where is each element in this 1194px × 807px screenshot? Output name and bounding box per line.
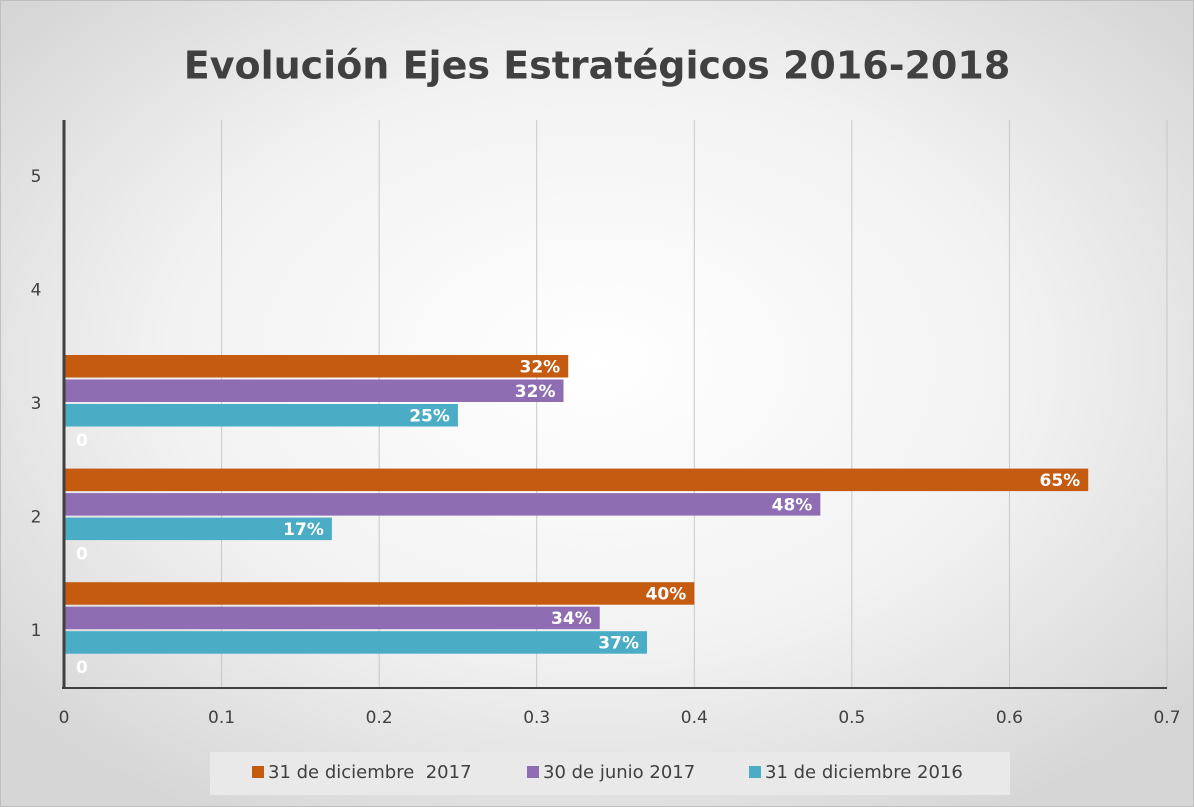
- legend-label: 30 de junio 2017: [543, 762, 695, 783]
- y-tick-label: 5: [31, 167, 42, 187]
- bar: [64, 468, 1089, 492]
- data-label: 25%: [409, 406, 450, 426]
- bar: [64, 631, 648, 654]
- legend-label: 31 de diciembre 2017: [268, 762, 472, 783]
- bar: [64, 355, 569, 378]
- y-tick-label: 3: [31, 394, 42, 414]
- data-label: 0: [76, 544, 88, 564]
- data-label: 48%: [772, 495, 813, 515]
- bar: [64, 493, 821, 516]
- data-label: 0: [76, 658, 88, 678]
- legend-swatch: [527, 766, 539, 778]
- x-tick-label: 0.7: [1153, 708, 1180, 728]
- x-tick-label: 0.2: [366, 708, 393, 728]
- legend-box: [210, 752, 1010, 795]
- x-tick-label: 0.4: [681, 708, 708, 728]
- chart-title: Evolución Ejes Estratégicos 2016-2018: [184, 44, 1011, 88]
- x-tick-label: 0: [59, 708, 70, 728]
- y-tick-label: 1: [31, 621, 42, 641]
- y-tick-label: 2: [31, 508, 42, 528]
- data-label: 65%: [1040, 471, 1081, 491]
- data-label: 32%: [515, 382, 556, 402]
- bar: [64, 606, 600, 630]
- x-tick-label: 0.3: [523, 708, 550, 728]
- legend-label: 31 de diciembre 2016: [765, 762, 963, 783]
- data-label: 32%: [520, 357, 561, 377]
- bar: [64, 582, 695, 605]
- bar: [64, 517, 332, 541]
- bar: [64, 404, 458, 427]
- data-label: 17%: [283, 520, 324, 540]
- data-label: 40%: [646, 584, 687, 604]
- data-label: 37%: [598, 633, 639, 653]
- y-tick-label: 4: [31, 280, 42, 300]
- data-label: 34%: [551, 609, 592, 629]
- x-tick-label: 0.1: [208, 708, 235, 728]
- x-tick-label: 0.6: [996, 708, 1023, 728]
- x-tick-label: 0.5: [838, 708, 865, 728]
- data-label: 0: [76, 431, 88, 451]
- bar: [64, 379, 564, 402]
- legend-swatch: [749, 766, 761, 778]
- legend-swatch: [252, 766, 264, 778]
